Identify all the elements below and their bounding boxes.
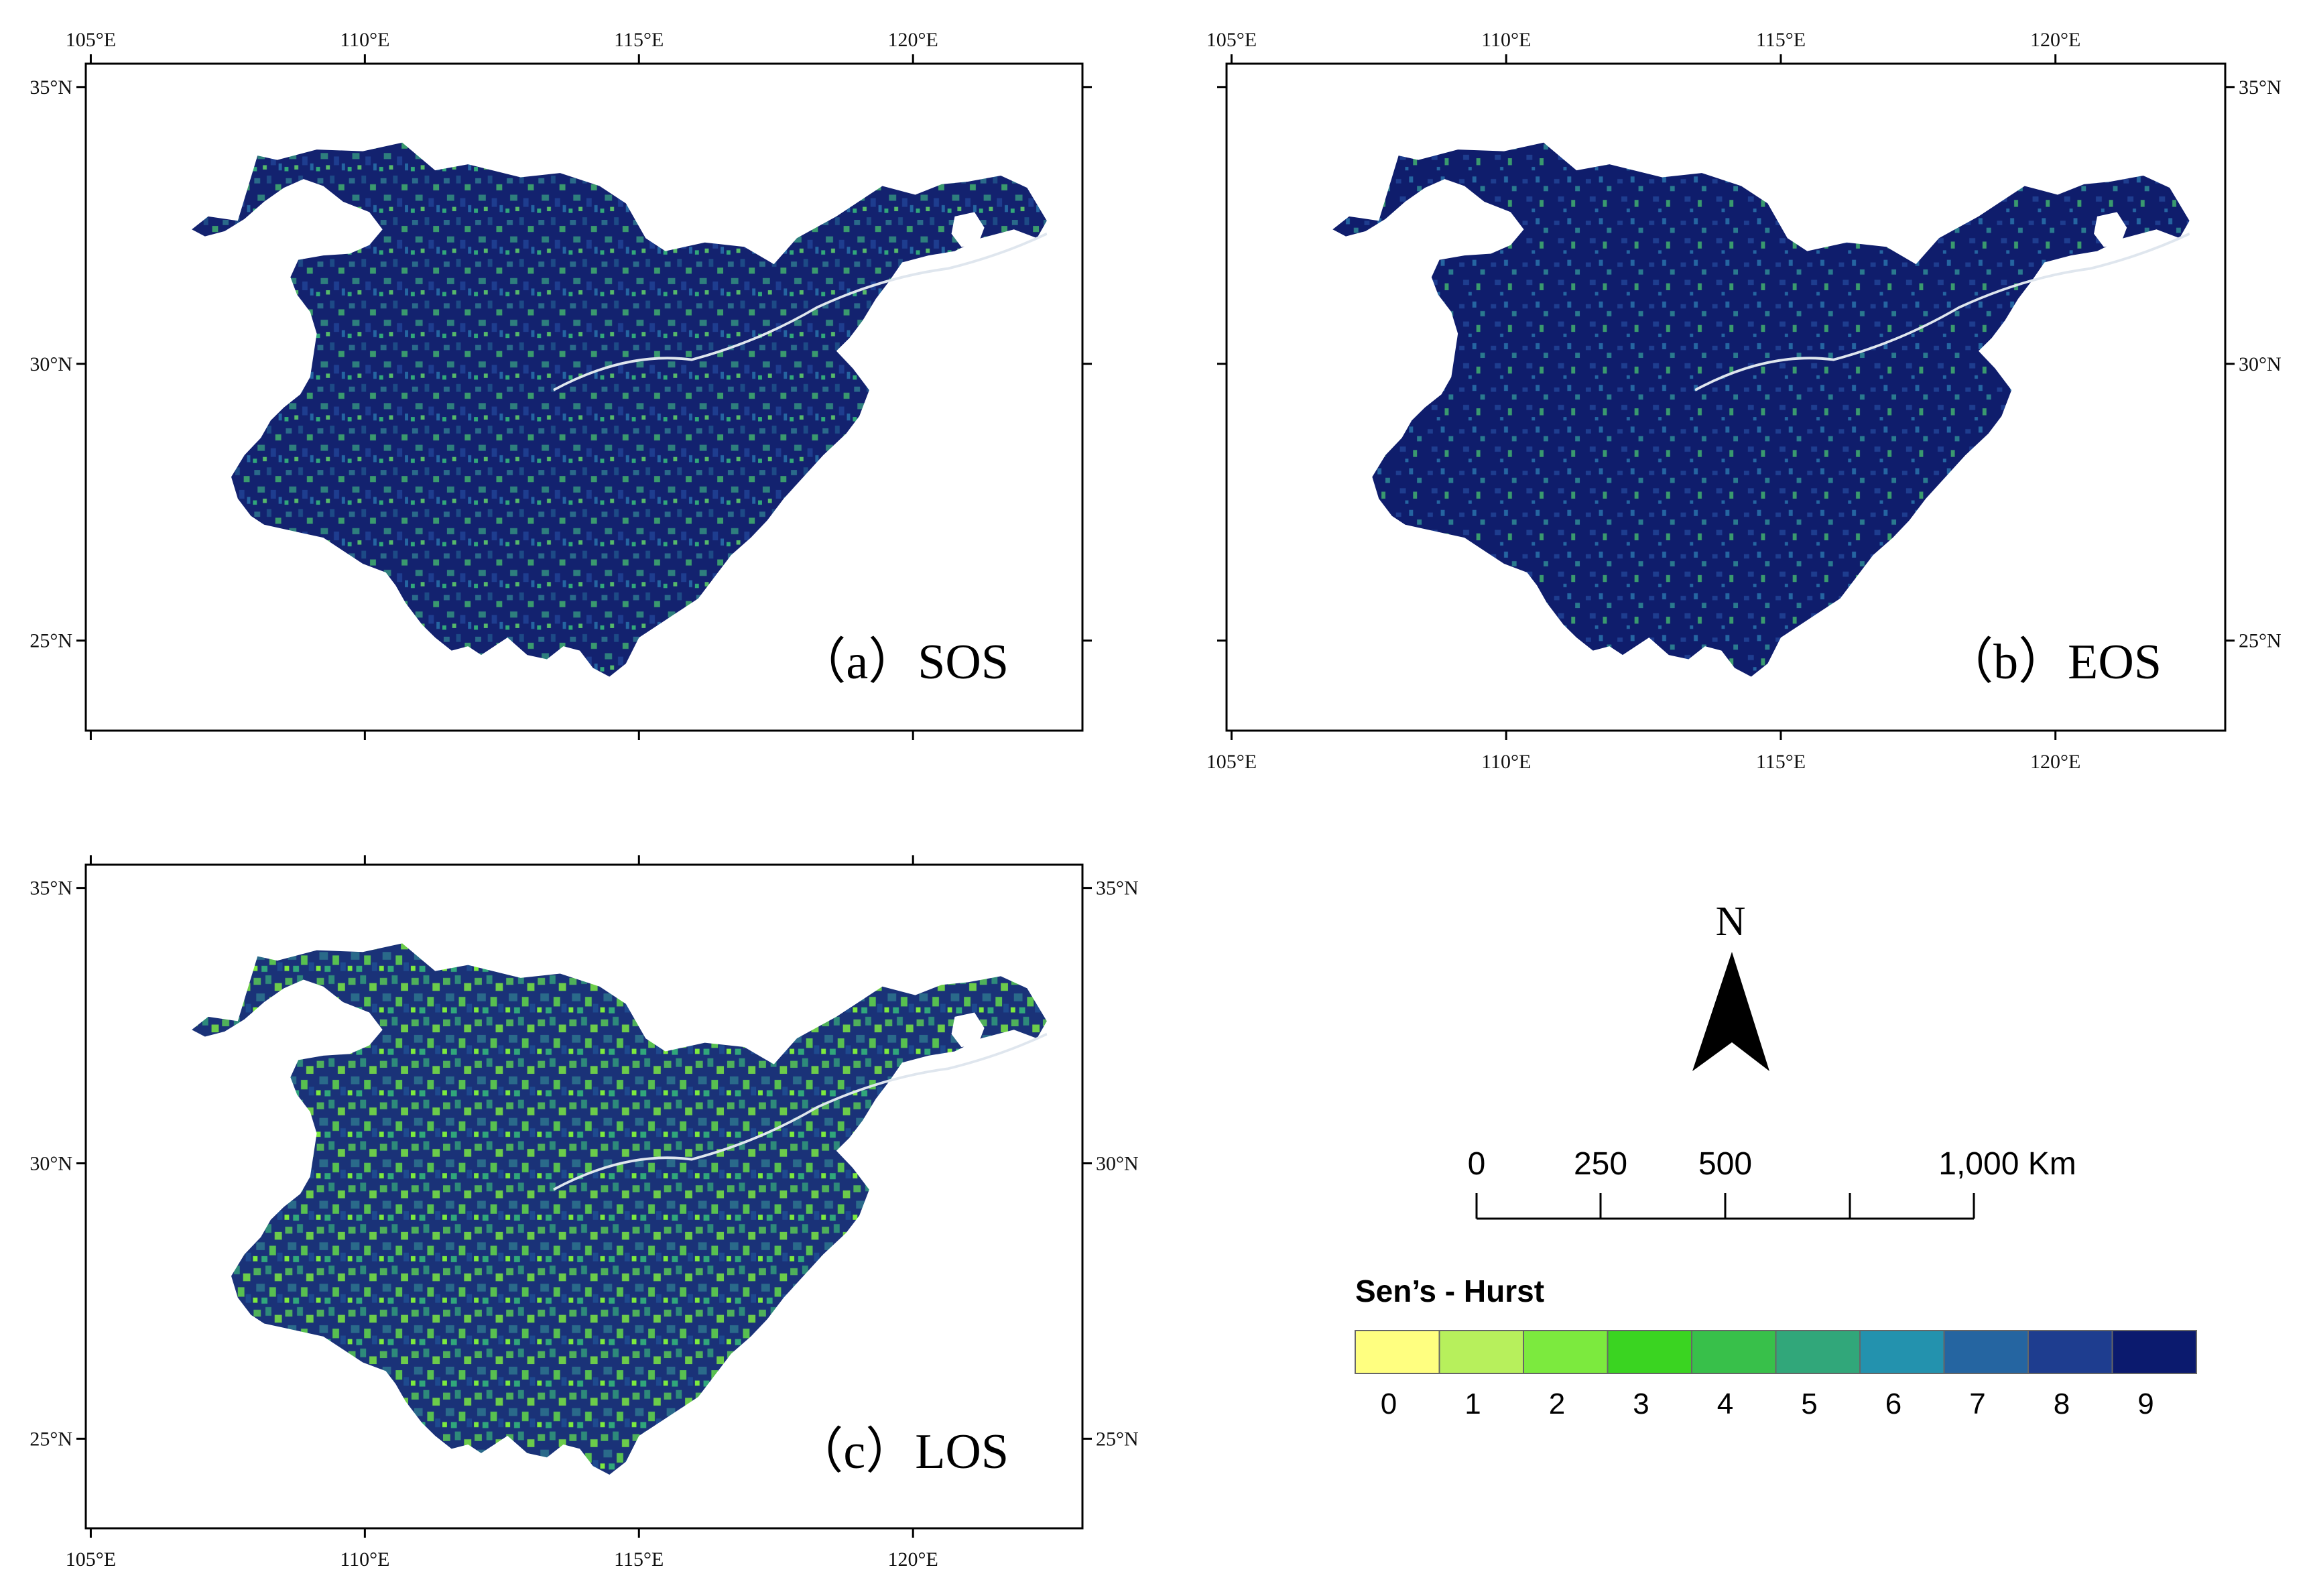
legend-label-1: 1: [1464, 1388, 1481, 1420]
lat-label-right-b-2: 25°N: [2239, 630, 2282, 652]
lat-label-left-a-0: 35°N: [29, 76, 72, 99]
lat-label-right-c-0: 35°N: [1096, 877, 1139, 900]
lon-label-bottom-b-1: 110°E: [1481, 751, 1531, 773]
legend-label-9: 9: [2137, 1388, 2154, 1420]
legend-label-8: 8: [2054, 1388, 2070, 1420]
legend-label-6: 6: [1885, 1388, 1901, 1420]
legend: Sen’s - Hurst 0 1 2 3 4 5 6 7 8 9: [1355, 1274, 2197, 1420]
legend-swatch-7: [1943, 1330, 2029, 1374]
lat-label-left-c-0: 35°N: [29, 877, 72, 900]
legend-swatch-6: [1859, 1330, 1945, 1374]
legend-label-3: 3: [1633, 1388, 1649, 1420]
legend-swatch-2: [1523, 1330, 1609, 1374]
lon-label-top-b-1: 110°E: [1481, 29, 1531, 51]
lon-label-bottom-b-2: 115°E: [1756, 751, 1806, 773]
lon-label-bottom-c-0: 105°E: [66, 1548, 116, 1571]
map-frame-c: [84, 863, 1084, 1530]
study-region-b: [1332, 142, 2191, 677]
north-arrow-icon: [1692, 952, 1769, 1071]
lat-label-left-a-1: 30°N: [29, 353, 72, 375]
lat-label-right-b-1: 30°N: [2239, 353, 2282, 375]
panel-caption-a: （a）SOS: [796, 635, 1009, 690]
map-panels: 105°E 110°E 115°E 120°E35°N30°N25°N （a）SOS10…: [29, 29, 2281, 1571]
scale-label-0: 0: [1468, 1146, 1486, 1182]
scale-label-1000: 1,000 Km: [1938, 1146, 2076, 1182]
map-panel-a: 105°E 110°E 115°E 120°E 35°N 30°N 25°N （a）SOS: [29, 29, 1092, 740]
legend-swatch-8: [2027, 1330, 2113, 1374]
lat-label-left-c-1: 30°N: [29, 1153, 72, 1175]
map-panel-b: 105°E 110°E 115°E 120°E 105°E 110°E 115°E 120°E…: [1206, 29, 2282, 773]
legend-swatch-1: [1438, 1330, 1524, 1374]
lon-label-bottom-b-0: 105°E: [1206, 751, 1257, 773]
study-region-c: [192, 943, 1048, 1475]
lat-label-left-a-2: 25°N: [29, 630, 72, 652]
legend-swatch-3: [1607, 1330, 1692, 1374]
panel-caption-c: （c）LOS: [794, 1424, 1009, 1479]
lon-label-bottom-c-2: 115°E: [614, 1548, 664, 1571]
lon-label-top-a-3: 120°E: [888, 29, 938, 51]
lon-label-top-b-3: 120°E: [2030, 29, 2080, 51]
legend-title: Sen’s - Hurst: [1355, 1274, 1544, 1308]
map-frame-a: [84, 62, 1084, 732]
lon-label-top-a-2: 115°E: [614, 29, 664, 51]
lat-label-right-c-1: 30°N: [1096, 1153, 1139, 1175]
legend-label-2: 2: [1549, 1388, 1565, 1420]
lat-label-right-b-0: 35°N: [2239, 76, 2282, 99]
map-frame-b: [1225, 62, 2227, 732]
scale-label-250: 250: [1574, 1146, 1627, 1182]
scale-bar: 0 250 500 1,000 Km: [1468, 1146, 2076, 1220]
legend-swatch-4: [1691, 1330, 1777, 1374]
legend-label-4: 4: [1717, 1388, 1733, 1420]
panel-caption-b: （b）EOS: [1944, 635, 2162, 690]
lon-label-top-a-0: 105°E: [66, 29, 116, 51]
north-arrow-label: N: [1716, 899, 1746, 944]
map-panel-c: 105°E 110°E 115°E 120°E 35°N 30°N 25°N 35°N 30°N…: [29, 855, 1139, 1571]
legend-label-5: 5: [1801, 1388, 1817, 1420]
lon-label-top-a-1: 110°E: [340, 29, 389, 51]
lat-label-left-c-2: 25°N: [29, 1428, 72, 1450]
legend-label-7: 7: [1969, 1388, 1985, 1420]
legend-label-0: 0: [1381, 1388, 1397, 1420]
lon-label-top-b-0: 105°E: [1206, 29, 1257, 51]
lon-label-bottom-c-3: 120°E: [888, 1548, 938, 1571]
legend-swatch-5: [1775, 1330, 1861, 1374]
north-arrow: N: [1692, 899, 1769, 1071]
legend-swatch-9: [2111, 1330, 2197, 1374]
legend-swatches: 0 1 2 3 4 5 6 7 8 9: [1355, 1330, 2197, 1420]
study-region-a: [192, 142, 1048, 677]
lat-label-right-c-2: 25°N: [1096, 1428, 1139, 1450]
legend-swatch-0: [1355, 1330, 1440, 1374]
scale-label-500: 500: [1698, 1146, 1752, 1182]
lon-label-top-b-2: 115°E: [1756, 29, 1806, 51]
lon-label-bottom-c-1: 110°E: [340, 1548, 389, 1571]
lon-label-bottom-b-3: 120°E: [2030, 751, 2080, 773]
